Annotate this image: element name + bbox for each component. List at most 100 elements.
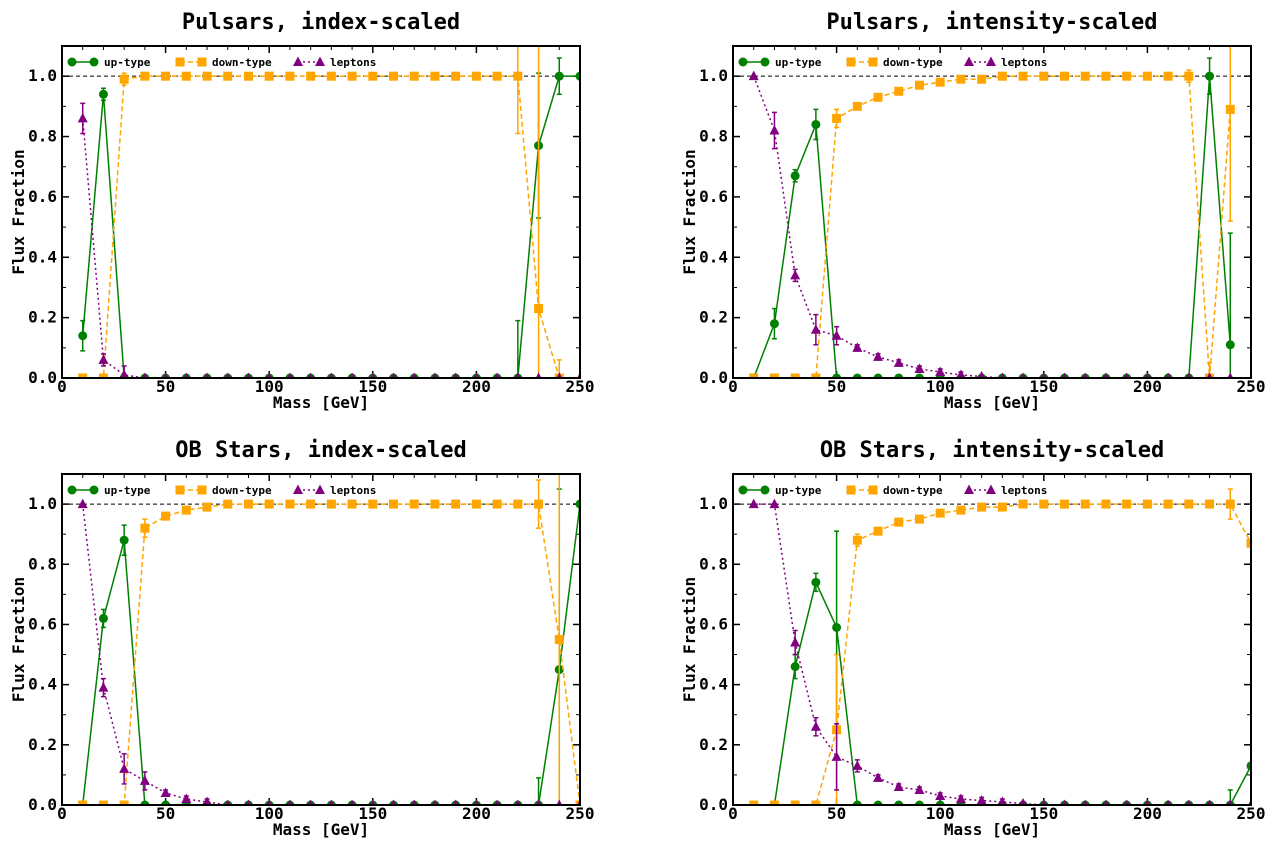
series-up-type	[749, 530, 1251, 805]
data-point-leptons	[77, 112, 88, 123]
data-point-down-type	[471, 71, 481, 81]
data-point-leptons	[790, 637, 801, 647]
data-point-up-type	[790, 662, 800, 672]
data-point-leptons	[769, 498, 780, 509]
data-point-down-type	[873, 526, 883, 536]
data-point-leptons	[914, 784, 925, 794]
data-point-leptons	[852, 342, 863, 352]
legend-marker-up-type	[67, 485, 77, 495]
data-point-leptons	[390, 372, 397, 378]
data-point-down-type	[534, 499, 544, 509]
data-point-down-type	[1080, 499, 1090, 509]
data-point-leptons	[1165, 372, 1172, 378]
y-tick-label: 0.6	[699, 187, 728, 206]
legend-marker-leptons	[315, 56, 325, 66]
data-point-down-type	[306, 499, 316, 509]
y-axis-label: Flux Fraction	[680, 577, 699, 702]
legend-marker-leptons	[293, 484, 303, 494]
data-point-down-type	[119, 800, 129, 805]
x-tick-label: 50	[156, 804, 175, 823]
series-line-down-type	[753, 503, 1251, 805]
y-tick-label: 1.0	[699, 494, 728, 513]
y-tick-label: 0.2	[28, 308, 57, 327]
series-line-up-type	[81, 503, 580, 805]
data-point-down-type	[347, 71, 357, 81]
data-point-down-type	[894, 86, 904, 96]
data-point-down-type	[140, 71, 150, 81]
y-tick-label: 0.8	[699, 127, 728, 146]
data-point-down-type	[1184, 71, 1194, 81]
data-point-down-type	[223, 499, 233, 509]
y-tick-label: 0.6	[699, 614, 728, 633]
data-point-leptons	[245, 799, 252, 805]
data-point-leptons	[1103, 372, 1109, 378]
data-point-leptons	[514, 372, 521, 378]
y-tick-label: 0.0	[699, 795, 728, 814]
chart-panel-2: Pulsars, intensity-scaled 0.0 0.2 0.4 0.6 0.8…	[680, 10, 1265, 412]
data-point-leptons	[935, 366, 946, 376]
x-axis-label: Mass [GeV]	[944, 820, 1040, 839]
legend-marker-up-type	[738, 57, 748, 67]
data-point-down-type	[347, 499, 357, 509]
data-point-down-type	[98, 800, 108, 805]
data-point-leptons	[349, 372, 355, 378]
data-point-up-type	[914, 800, 924, 805]
data-point-up-type	[98, 89, 108, 99]
data-point-leptons	[432, 372, 438, 378]
data-point-leptons	[1165, 799, 1172, 805]
data-point-leptons	[893, 781, 904, 791]
x-axis-label: Mass [GeV]	[273, 393, 369, 412]
data-point-leptons	[494, 372, 501, 378]
axes-frame	[732, 45, 1252, 379]
data-point-down-type	[1018, 71, 1028, 81]
series-line-up-type	[753, 76, 1232, 378]
data-point-leptons	[369, 799, 376, 805]
y-tick-label: 0.8	[28, 554, 57, 573]
plot-area	[77, 474, 580, 805]
legend-label-up-type: up-type	[775, 56, 822, 69]
data-point-leptons	[98, 682, 109, 692]
data-point-leptons	[956, 369, 966, 378]
series-line-leptons	[81, 118, 580, 378]
data-point-leptons	[119, 763, 130, 773]
data-point-down-type	[956, 74, 966, 84]
data-point-down-type	[997, 71, 1007, 81]
data-point-leptons	[873, 351, 884, 361]
chart-panel-4: OB Stars, intensity-scaled 0.0 0.2 0.4 0.6 0.…	[680, 438, 1265, 839]
data-point-down-type	[285, 499, 295, 509]
data-point-leptons	[183, 372, 190, 378]
series-down-type	[749, 488, 1251, 805]
data-point-leptons	[473, 799, 480, 805]
data-point-down-type	[1122, 71, 1132, 81]
data-point-down-type	[811, 800, 821, 805]
data-point-up-type	[914, 373, 924, 378]
data-point-down-type	[1060, 71, 1070, 81]
legend-label-leptons: leptons	[330, 484, 376, 497]
data-point-leptons	[224, 372, 231, 378]
data-point-leptons	[1227, 799, 1234, 805]
data-point-up-type	[140, 800, 150, 805]
data-point-leptons	[893, 357, 904, 367]
data-point-down-type	[119, 74, 129, 84]
y-tick-label: 0.0	[699, 368, 728, 387]
data-point-leptons	[369, 372, 376, 378]
legend: up-type down-type leptons	[67, 484, 376, 497]
data-point-down-type	[368, 71, 378, 81]
series-up-type	[78, 488, 580, 805]
data-point-down-type	[977, 74, 987, 84]
y-tick-label: 0.4	[28, 675, 57, 694]
legend-marker-up-type	[67, 57, 77, 67]
series-line-down-type	[82, 75, 560, 378]
data-point-down-type	[1184, 499, 1194, 509]
data-point-down-type	[451, 71, 461, 81]
data-point-leptons	[307, 799, 314, 805]
data-point-leptons	[162, 372, 169, 378]
data-point-down-type	[140, 523, 150, 533]
legend-label-leptons: leptons	[330, 56, 376, 69]
series-line-down-type	[82, 503, 580, 805]
data-point-down-type	[492, 71, 502, 81]
data-point-leptons	[810, 324, 821, 334]
legend-marker-down-type	[197, 57, 207, 67]
y-tick-label: 0.6	[28, 614, 57, 633]
